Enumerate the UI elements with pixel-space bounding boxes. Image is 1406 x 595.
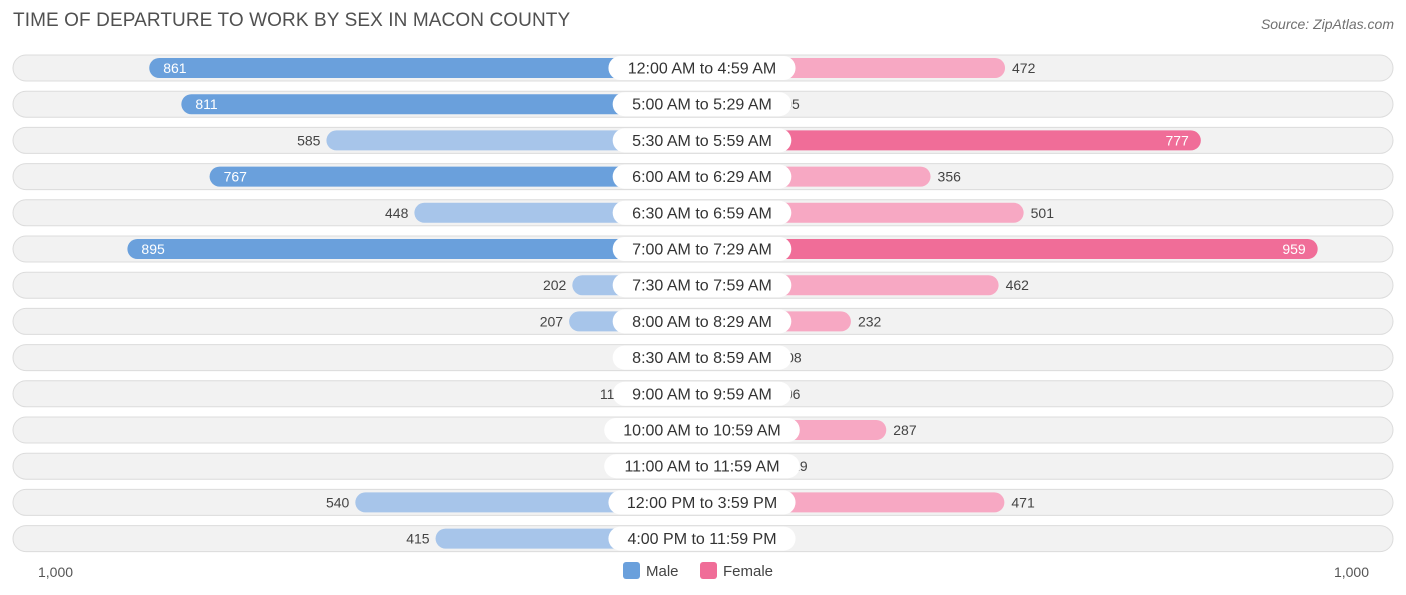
chart-row: 415474:00 PM to 11:59 PM (12, 525, 1394, 553)
axis-label-right: 1,000 (1334, 564, 1369, 580)
legend-label-female: Female (723, 563, 773, 580)
chart-row: 891088:30 AM to 8:59 AM (12, 344, 1394, 372)
category-pill (612, 164, 792, 189)
category-label: 5:00 AM to 5:29 AM (632, 97, 772, 114)
female-value-label: 462 (1006, 277, 1030, 293)
female-bar[interactable] (702, 130, 1201, 151)
category-label: 5:30 AM to 5:59 AM (632, 133, 772, 150)
female-value-label: 287 (893, 422, 917, 438)
legend-label-male: Male (646, 563, 679, 580)
chart-title: TIME OF DEPARTURE TO WORK BY SEX IN MACO… (13, 10, 571, 31)
chart-row: 540 471 12:00 PM to 3:59 PM (12, 488, 1394, 516)
male-bar[interactable] (181, 94, 702, 115)
category-pill (604, 454, 800, 479)
category-label: 6:00 AM to 6:29 AM (632, 169, 772, 186)
category-label: 10:00 AM to 10:59 AM (623, 423, 780, 440)
male-value-label: 202 (543, 277, 567, 293)
male-bar[interactable] (149, 58, 702, 78)
category-pill (608, 526, 796, 551)
male-value-label: 448 (385, 205, 409, 221)
legend-swatch-female (700, 562, 717, 579)
female-value-label: 472 (1012, 60, 1036, 76)
male-value-label: 861 (163, 60, 187, 76)
chart-row: 767 356 6:00 AM to 6:29 AM (12, 163, 1394, 191)
category-label: 9:00 AM to 9:59 AM (632, 386, 772, 403)
male-value-label: 895 (141, 241, 165, 257)
chart-row: 8111055:00 AM to 5:29 AM (12, 90, 1394, 118)
chart-row: 448 501 6:30 AM to 6:59 AM (12, 199, 1394, 227)
legend: Male Female (623, 562, 773, 580)
category-label: 6:30 AM to 6:59 AM (632, 205, 772, 222)
category-pill (604, 418, 800, 442)
chart-row: 1151069:00 AM to 9:59 AM (12, 380, 1394, 408)
category-pill (612, 309, 792, 334)
male-bar[interactable] (209, 166, 702, 187)
male-value-label: 585 (297, 132, 321, 148)
chart-row: 861 472 12:00 AM to 4:59 AM (12, 54, 1394, 82)
chart-row: 202 462 7:30 AM to 7:59 AM (12, 271, 1394, 299)
category-pill (608, 490, 796, 515)
legend-swatch-male (623, 562, 640, 579)
category-pill (612, 273, 792, 298)
female-bar[interactable] (702, 239, 1318, 259)
category-label: 8:00 AM to 8:29 AM (632, 314, 772, 331)
category-label: 12:00 PM to 3:59 PM (627, 495, 777, 512)
male-bar[interactable] (326, 130, 702, 151)
category-pill (612, 345, 792, 370)
female-value-label: 959 (1282, 241, 1306, 257)
category-pill (612, 381, 792, 406)
category-label: 7:00 AM to 7:29 AM (632, 242, 772, 259)
category-pill (612, 200, 792, 225)
category-pill (612, 92, 792, 117)
chart-row: 895 959 7:00 AM to 7:29 AM (12, 235, 1394, 263)
category-pill (612, 128, 792, 153)
male-value-label: 767 (224, 169, 248, 185)
male-value-label: 811 (195, 96, 218, 112)
category-pill (612, 237, 792, 261)
category-pill (608, 56, 796, 80)
category-label: 4:00 PM to 11:59 PM (627, 531, 776, 548)
axis-label-left: 1,000 (38, 564, 73, 580)
chart-row: 10528710:00 AM to 10:59 AM (12, 416, 1394, 444)
male-bar[interactable] (127, 239, 702, 259)
category-label: 11:00 AM to 11:59 AM (624, 459, 779, 476)
female-value-label: 232 (858, 313, 882, 329)
category-label: 7:30 AM to 7:59 AM (632, 278, 772, 295)
male-value-label: 207 (540, 313, 564, 329)
chart-row: 585 777 5:30 AM to 5:59 AM (12, 126, 1394, 154)
male-value-label: 540 (326, 494, 350, 510)
female-value-label: 356 (938, 169, 962, 185)
female-value-label: 777 (1165, 132, 1189, 148)
chart-row: 1611911:00 AM to 11:59 AM (12, 452, 1394, 480)
chart-row: 207 232 8:00 AM to 8:29 AM (12, 307, 1394, 335)
female-value-label: 501 (1031, 205, 1055, 221)
category-label: 12:00 AM to 4:59 AM (628, 61, 777, 78)
category-label: 8:30 AM to 8:59 AM (632, 350, 772, 367)
source-note: Source: ZipAtlas.com (1260, 16, 1394, 32)
male-value-label: 415 (406, 531, 430, 547)
female-value-label: 471 (1011, 494, 1035, 510)
